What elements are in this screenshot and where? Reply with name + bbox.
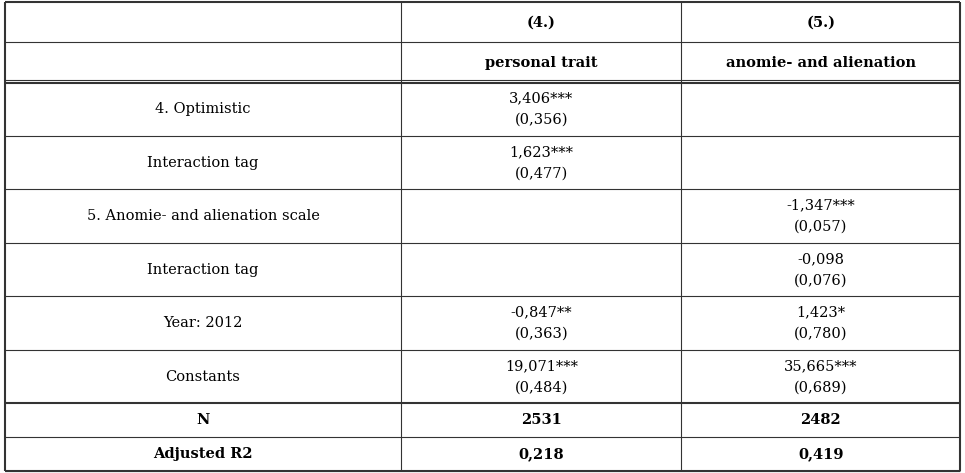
Text: 4. Optimistic: 4. Optimistic xyxy=(155,102,251,116)
Polygon shape xyxy=(5,136,401,190)
Text: (0,780): (0,780) xyxy=(794,327,847,341)
Polygon shape xyxy=(5,83,401,136)
Polygon shape xyxy=(401,350,681,403)
Text: (0,477): (0,477) xyxy=(514,166,567,180)
Text: N: N xyxy=(196,413,209,427)
Polygon shape xyxy=(401,190,681,243)
Text: 2482: 2482 xyxy=(800,413,841,427)
Text: 35,665***: 35,665*** xyxy=(784,359,858,373)
Text: 0,419: 0,419 xyxy=(798,447,843,461)
Polygon shape xyxy=(681,243,960,297)
Text: -1,347***: -1,347*** xyxy=(786,199,855,212)
Text: (0,484): (0,484) xyxy=(514,380,568,394)
Text: (0,356): (0,356) xyxy=(514,113,568,127)
Text: 1,423*: 1,423* xyxy=(796,306,845,319)
Text: Interaction tag: Interaction tag xyxy=(148,263,259,277)
Polygon shape xyxy=(5,2,401,43)
Text: personal trait: personal trait xyxy=(485,55,597,70)
Text: (0,076): (0,076) xyxy=(794,273,847,288)
Polygon shape xyxy=(401,437,681,471)
Polygon shape xyxy=(401,136,681,190)
Polygon shape xyxy=(681,83,960,136)
Polygon shape xyxy=(5,190,401,243)
Polygon shape xyxy=(5,350,401,403)
Polygon shape xyxy=(681,297,960,350)
Text: 19,071***: 19,071*** xyxy=(505,359,578,373)
Polygon shape xyxy=(5,297,401,350)
Polygon shape xyxy=(681,437,960,471)
Polygon shape xyxy=(5,243,401,297)
Text: Year: 2012: Year: 2012 xyxy=(163,316,243,330)
Text: 0,218: 0,218 xyxy=(518,447,565,461)
Polygon shape xyxy=(681,43,960,83)
Text: Constants: Constants xyxy=(166,369,240,384)
Text: 3,406***: 3,406*** xyxy=(510,92,573,105)
Text: 5. Anomie- and alienation scale: 5. Anomie- and alienation scale xyxy=(87,209,319,223)
Text: (0,057): (0,057) xyxy=(794,220,847,234)
Polygon shape xyxy=(681,350,960,403)
Text: 1,623***: 1,623*** xyxy=(510,145,573,159)
Polygon shape xyxy=(681,190,960,243)
Polygon shape xyxy=(401,83,681,136)
Polygon shape xyxy=(681,136,960,190)
Text: Adjusted R2: Adjusted R2 xyxy=(153,447,253,461)
Polygon shape xyxy=(5,403,401,437)
Polygon shape xyxy=(401,2,681,43)
Text: (0,363): (0,363) xyxy=(514,327,568,341)
Polygon shape xyxy=(401,297,681,350)
Polygon shape xyxy=(401,43,681,83)
Polygon shape xyxy=(681,403,960,437)
Text: -0,847**: -0,847** xyxy=(510,306,572,319)
Polygon shape xyxy=(5,43,401,83)
Polygon shape xyxy=(401,243,681,297)
Text: (4.): (4.) xyxy=(527,16,556,29)
Text: anomie- and alienation: anomie- and alienation xyxy=(726,55,916,70)
Polygon shape xyxy=(401,403,681,437)
Text: (5.): (5.) xyxy=(806,16,835,29)
Text: Interaction tag: Interaction tag xyxy=(148,156,259,170)
Text: 2531: 2531 xyxy=(521,413,562,427)
Polygon shape xyxy=(681,2,960,43)
Text: (0,689): (0,689) xyxy=(794,380,847,394)
Polygon shape xyxy=(5,437,401,471)
Text: -0,098: -0,098 xyxy=(797,252,844,266)
